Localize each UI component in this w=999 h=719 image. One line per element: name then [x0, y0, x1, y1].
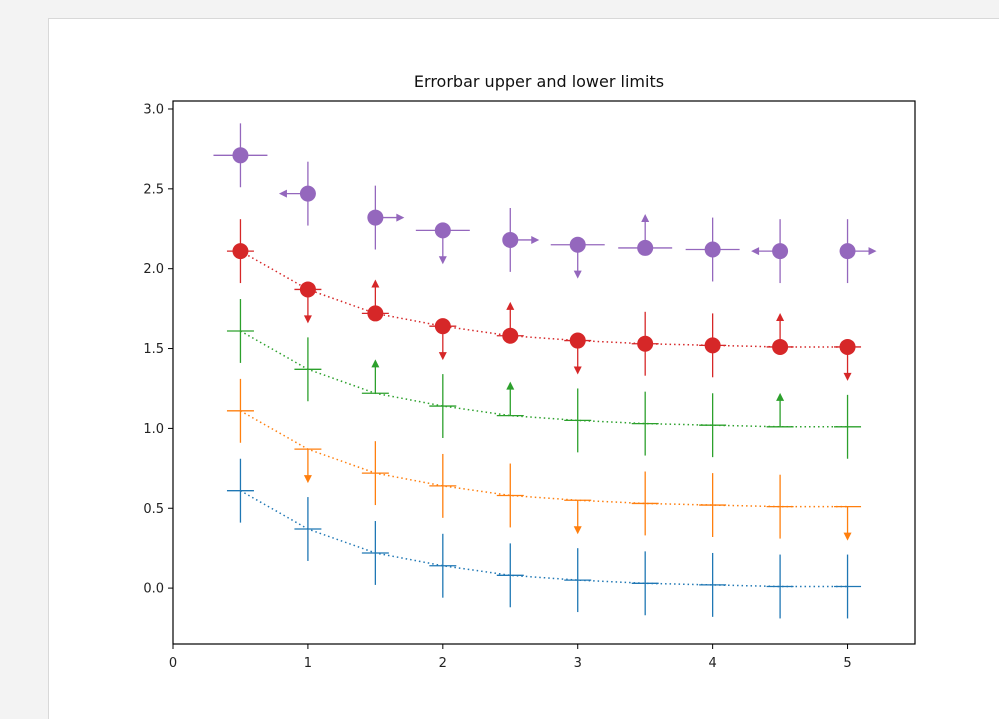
y-tick-label: 2.5: [143, 182, 164, 197]
x-tick-label: 2: [439, 656, 447, 671]
data-point: [569, 332, 586, 349]
data-point: [839, 243, 856, 260]
limit-arrow-down: [573, 526, 582, 535]
limit-arrow-down: [843, 532, 852, 541]
data-point: [434, 318, 451, 335]
data-point: [232, 147, 249, 164]
data-point: [704, 337, 721, 354]
limit-arrow-down: [843, 372, 852, 381]
data-point: [839, 338, 856, 355]
data-point: [367, 209, 384, 226]
data-point: [637, 335, 654, 352]
limit-arrow-left: [751, 247, 760, 256]
axis-ticks: 0 1 2 3 4 5 0.0 0.5 1.0 1.5 2.0 2.5 3.0: [143, 102, 851, 671]
chart-card: Errorbar upper and lower limits 0 1 2 3 4 5 0.…: [48, 18, 999, 719]
limit-arrow-up: [371, 279, 380, 288]
x-tick-label: 0: [169, 656, 177, 671]
series-line: [240, 490, 848, 588]
x-tick-label: 3: [574, 656, 582, 671]
limit-arrow-down: [573, 270, 582, 279]
data-point: [637, 239, 654, 256]
series-line: [240, 410, 848, 508]
limit-arrow-right: [531, 235, 540, 244]
data-point: [434, 222, 451, 239]
limit-arrow-right: [868, 247, 877, 256]
limit-arrow-up: [776, 313, 785, 322]
limit-arrow-up: [641, 213, 650, 222]
y-tick-label: 3.0: [143, 102, 164, 117]
x-tick-label: 4: [708, 656, 716, 671]
limit-arrow-up: [506, 301, 515, 310]
limit-arrow-up: [371, 359, 380, 368]
data-point: [502, 327, 519, 344]
data-point: [569, 236, 586, 253]
plot-frame: [172, 100, 916, 645]
chart-marks: [213, 123, 877, 619]
y-tick-label: 0.0: [143, 582, 164, 597]
y-tick-label: 1.0: [143, 422, 164, 437]
limit-arrow-left: [278, 189, 287, 198]
limit-arrow-right: [396, 213, 405, 222]
limit-arrow-up: [776, 392, 785, 401]
x-tick-label: 1: [304, 656, 312, 671]
chart-title: Errorbar upper and lower limits: [414, 72, 664, 91]
limit-arrow-down: [438, 352, 447, 361]
y-tick-label: 0.5: [143, 502, 164, 517]
data-point: [367, 305, 384, 322]
data-point: [772, 338, 789, 355]
series-line: [240, 330, 848, 428]
data-point: [299, 281, 316, 298]
series-3: [226, 299, 862, 459]
series-5: [213, 123, 877, 284]
errorbar-chart: Errorbar upper and lower limits 0 1 2 3 4 5 0.…: [143, 72, 916, 671]
limit-arrow-down: [438, 256, 447, 265]
y-tick-label: 2.0: [143, 262, 164, 277]
data-point: [704, 241, 721, 258]
limit-arrow-up: [506, 381, 515, 390]
series-4: [226, 219, 862, 381]
series-line: [240, 250, 848, 348]
limit-arrow-down: [303, 315, 312, 324]
y-tick-label: 1.5: [143, 342, 164, 357]
data-point: [502, 231, 519, 248]
data-point: [232, 243, 249, 260]
data-point: [299, 185, 316, 202]
series-2: [226, 378, 862, 541]
series-1: [226, 458, 862, 619]
limit-arrow-down: [573, 366, 582, 375]
x-tick-label: 5: [843, 656, 851, 671]
limit-arrow-down: [303, 475, 312, 484]
data-point: [772, 243, 789, 260]
